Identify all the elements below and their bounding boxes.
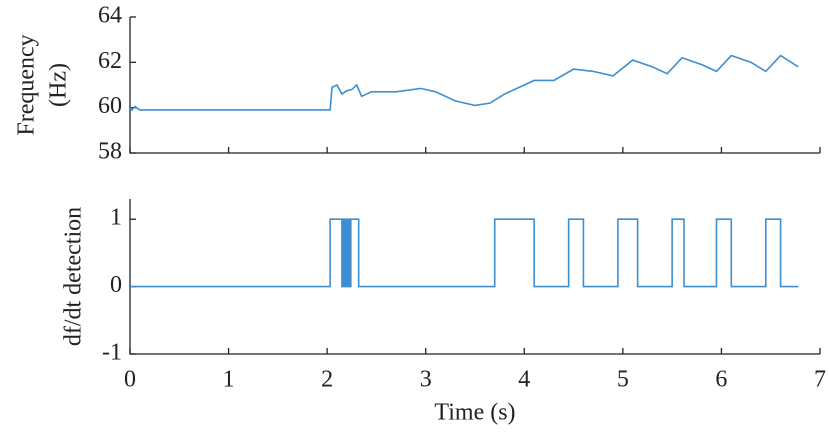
- x-tick-label: 5: [617, 367, 629, 393]
- x-tick-label: 0: [124, 367, 136, 393]
- y-tick-label: 62: [98, 48, 122, 74]
- x-tick-label: 2: [321, 367, 333, 393]
- y-tick-label: 1: [110, 205, 122, 231]
- x-axis-label: Time (s): [434, 400, 515, 426]
- y-tick-label: 0: [110, 272, 122, 298]
- y-tick-label: -1: [102, 340, 122, 366]
- x-tick-label: 4: [518, 367, 530, 393]
- y-tick-label: 60: [98, 93, 122, 119]
- data-line: [130, 218, 799, 288]
- y-tick-label: 58: [98, 139, 122, 165]
- x-tick-label: 6: [715, 367, 727, 393]
- data-line: [129, 54, 799, 112]
- x-tick-label: 3: [420, 367, 432, 393]
- axis-spine: [129, 17, 820, 154]
- x-tick-label: 7: [814, 367, 826, 393]
- y-axis-label: df/dt detection: [61, 207, 87, 346]
- x-tick-label: 1: [223, 367, 235, 393]
- y-tick-label: 64: [98, 3, 122, 29]
- y-axis-label: Frequency: [14, 34, 40, 135]
- y-axis-label: (Hz): [46, 63, 72, 107]
